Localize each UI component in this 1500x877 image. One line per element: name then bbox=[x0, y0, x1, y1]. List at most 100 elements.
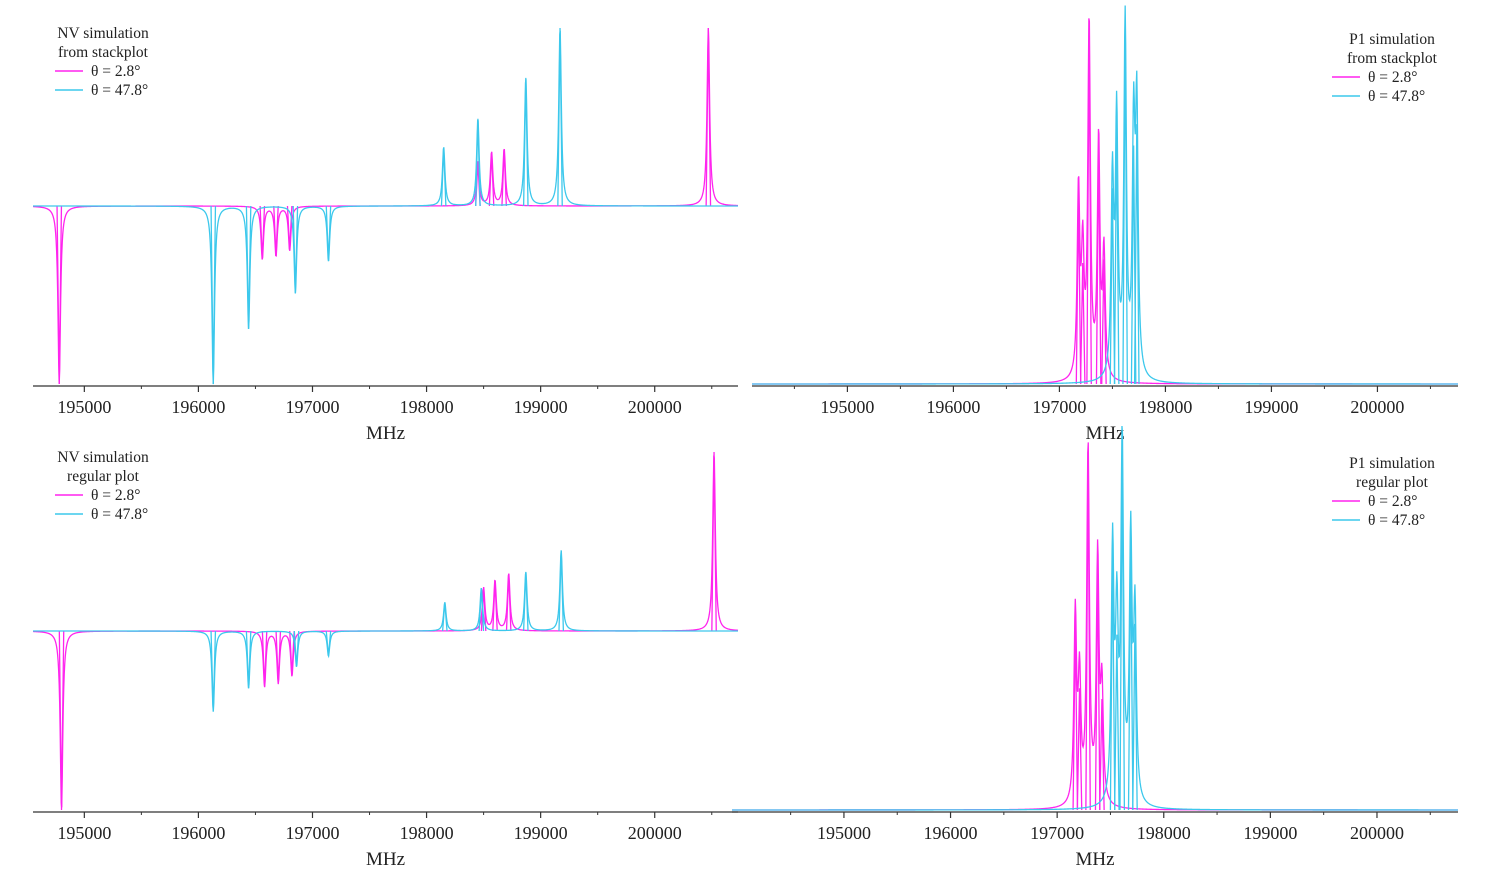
x-tick-label: 198000 bbox=[400, 397, 454, 417]
peak-2-2 bbox=[245, 205, 252, 329]
peak-1-1 bbox=[1072, 620, 1079, 811]
peak-1-4 bbox=[1094, 562, 1101, 811]
peak-2-4 bbox=[325, 205, 332, 262]
peak-1-1 bbox=[58, 630, 65, 811]
x-tick-label: 199000 bbox=[1244, 397, 1298, 417]
x-tick-label: 195000 bbox=[817, 823, 871, 843]
peak-1-7 bbox=[505, 573, 512, 632]
x-tick-label: 196000 bbox=[926, 397, 980, 417]
chart-p1-stackplot: 195000 196000 197000 198000 199000 200000 MHz P… bbox=[752, 5, 1458, 444]
peak-1-6 bbox=[488, 152, 495, 207]
series-line-1 bbox=[732, 442, 1458, 811]
peak-1-5 bbox=[1101, 259, 1107, 385]
peak-1-2 bbox=[1076, 688, 1083, 811]
x-tick-label: 198000 bbox=[400, 823, 454, 843]
legend: P1 simulation from stackplot θ = 2.8° θ = 4… bbox=[1332, 31, 1438, 105]
x-tick-label: 200000 bbox=[1350, 823, 1404, 843]
x-tick-label: 195000 bbox=[57, 397, 111, 417]
series-line-2 bbox=[752, 5, 1458, 385]
x-tick-label: 199000 bbox=[1243, 823, 1297, 843]
peak-1-2 bbox=[261, 630, 268, 687]
x-tick-label: 196000 bbox=[171, 397, 225, 417]
peak-1-5 bbox=[1099, 699, 1105, 811]
x-tick-label: 197000 bbox=[285, 397, 339, 417]
legend-title: P1 simulation bbox=[1349, 31, 1435, 48]
x-axis-label: MHz bbox=[1075, 849, 1114, 870]
legend-entry: θ = 47.8° bbox=[1368, 512, 1425, 529]
x-axis-label: MHz bbox=[1085, 423, 1124, 444]
peak-2-7 bbox=[522, 77, 529, 207]
peak-2-5 bbox=[1132, 623, 1138, 811]
peak-2-7 bbox=[522, 571, 529, 632]
legend-title: NV simulation bbox=[57, 449, 149, 466]
peak-1-3 bbox=[275, 630, 282, 683]
peak-1-4 bbox=[1095, 145, 1102, 385]
x-tick-label: 195000 bbox=[57, 823, 111, 843]
peak-1-4 bbox=[289, 630, 295, 676]
x-axis-label: MHz bbox=[366, 423, 405, 444]
legend-entry: θ = 47.8° bbox=[91, 506, 148, 523]
legend-title: regular plot bbox=[1356, 474, 1429, 491]
peak-1-8 bbox=[705, 27, 712, 207]
x-tick-label: 198000 bbox=[1137, 823, 1191, 843]
series-line-2 bbox=[732, 426, 1458, 811]
x-tick-label: 199000 bbox=[514, 823, 568, 843]
peak-2-3 bbox=[1122, 27, 1128, 385]
x-tick-label: 200000 bbox=[1350, 397, 1404, 417]
peak-1-2 bbox=[259, 205, 266, 260]
x-tick-label: 196000 bbox=[924, 823, 978, 843]
x-tick-label: 198000 bbox=[1138, 397, 1192, 417]
peak-2-4 bbox=[1127, 548, 1134, 811]
x-tick-label: 196000 bbox=[171, 823, 225, 843]
x-axis-label: MHz bbox=[366, 849, 405, 870]
legend-entry: θ = 47.8° bbox=[91, 82, 148, 99]
peak-1-7 bbox=[501, 149, 507, 207]
series-line-2 bbox=[33, 30, 738, 385]
x-tick-label: 195000 bbox=[820, 397, 874, 417]
peak-2-6 bbox=[475, 118, 481, 207]
peak-2-1 bbox=[1109, 555, 1116, 811]
x-tick-label: 197000 bbox=[285, 823, 339, 843]
peak-2-6 bbox=[478, 588, 485, 632]
peak-1-6 bbox=[492, 580, 498, 632]
legend: NV simulation regular plot θ = 2.8° θ = 47.… bbox=[55, 449, 149, 523]
peak-1-1 bbox=[56, 205, 63, 385]
peak-2-5 bbox=[1133, 124, 1140, 385]
legend-entry: θ = 2.8° bbox=[91, 63, 141, 80]
peak-2-1 bbox=[210, 205, 217, 385]
peak-2-1 bbox=[210, 630, 217, 712]
peak-2-8 bbox=[558, 550, 565, 632]
peak-1-1 bbox=[1075, 195, 1082, 385]
chart-nv-regular: 195000 196000 197000 198000 199000 200000 MHz N… bbox=[32, 449, 739, 870]
legend-title: NV simulation bbox=[57, 25, 149, 42]
peak-2-3 bbox=[1119, 451, 1126, 811]
x-tick-label: 200000 bbox=[628, 397, 682, 417]
chart-p1-regular: 195000 196000 197000 198000 199000 200000 MHz P… bbox=[732, 426, 1458, 870]
peak-1-3 bbox=[273, 205, 279, 256]
x-tick-label: 200000 bbox=[628, 823, 682, 843]
legend-title: P1 simulation bbox=[1349, 455, 1435, 472]
peak-2-4 bbox=[325, 630, 332, 657]
peak-2-2 bbox=[245, 630, 252, 689]
x-tick-label: 197000 bbox=[1032, 397, 1086, 417]
peak-2-1 bbox=[1109, 188, 1116, 385]
chart-nv-stackplot: 195000 196000 197000 198000 199000 200000 MHz N… bbox=[32, 25, 739, 444]
peak-1-4 bbox=[286, 205, 293, 251]
peak-2-5 bbox=[440, 147, 447, 207]
legend-title: from stackplot bbox=[1347, 50, 1438, 67]
peak-1-5 bbox=[480, 588, 487, 632]
legend-title: from stackplot bbox=[58, 44, 149, 61]
peak-2-8 bbox=[557, 27, 563, 207]
peak-2-2 bbox=[1113, 127, 1120, 385]
legend-entry: θ = 2.8° bbox=[1368, 69, 1418, 86]
peak-1-3 bbox=[1085, 451, 1091, 811]
peak-2-2 bbox=[1114, 634, 1120, 811]
legend-entry: θ = 2.8° bbox=[91, 487, 141, 504]
x-tick-label: 197000 bbox=[1030, 823, 1084, 843]
peak-2-3 bbox=[292, 205, 299, 294]
legend-title: regular plot bbox=[67, 468, 140, 485]
series-line-2 bbox=[33, 550, 738, 712]
legend-entry: θ = 2.8° bbox=[1368, 493, 1418, 510]
